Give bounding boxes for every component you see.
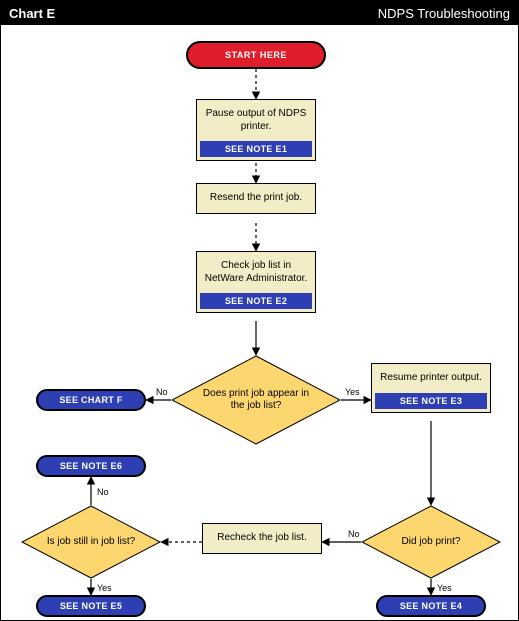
terminal-t_chartf: SEE CHART F (36, 389, 146, 411)
process-note: SEE NOTE E2 (200, 293, 312, 309)
edge-label-no: No (97, 487, 109, 497)
edge-label-no: No (348, 529, 360, 539)
process-p1: Pause output of NDPS printer.SEE NOTE E1 (196, 99, 316, 161)
edge-label-yes: Yes (345, 387, 360, 397)
process-label: Pause output of NDPS printer. (197, 100, 315, 141)
process-p5: Recheck the job list. (202, 523, 322, 554)
terminal-t_e4: SEE NOTE E4 (376, 595, 486, 617)
decision-label: Did job print? (361, 505, 501, 579)
process-label: Resend the print job. (197, 184, 315, 213)
flowchart-canvas: START HEREPause output of NDPS printer.S… (1, 25, 518, 620)
process-note: SEE NOTE E3 (375, 393, 487, 409)
process-label: Resume printer output. (372, 364, 490, 393)
process-label: Recheck the job list. (203, 524, 321, 553)
process-p2: Resend the print job. (196, 183, 316, 214)
start-node: START HERE (186, 41, 326, 69)
decision-label: Does print job appear in the job list? (171, 355, 341, 445)
decision-d2: Did job print? (361, 505, 501, 579)
chart-subtitle: NDPS Troubleshooting (378, 6, 510, 21)
decision-label: Is job still in job list? (21, 505, 161, 579)
edge-label-yes: Yes (437, 583, 452, 593)
chart-container: Chart E NDPS Troubleshooting START HERE P… (0, 0, 519, 621)
terminal-t_e5: SEE NOTE E5 (36, 595, 146, 617)
process-note: SEE NOTE E1 (200, 141, 312, 157)
edge-label-no: No (156, 387, 168, 397)
edge-label-yes: Yes (97, 583, 112, 593)
decision-d1: Does print job appear in the job list? (171, 355, 341, 445)
process-p4: Resume printer output.SEE NOTE E3 (371, 363, 491, 413)
chart-title: Chart E (9, 6, 55, 21)
process-label: Check job list in NetWare Administrator. (197, 252, 315, 293)
terminal-t_e6: SEE NOTE E6 (36, 455, 146, 477)
process-p3: Check job list in NetWare Administrator.… (196, 251, 316, 313)
decision-d3: Is job still in job list? (21, 505, 161, 579)
chart-header: Chart E NDPS Troubleshooting (1, 1, 518, 25)
